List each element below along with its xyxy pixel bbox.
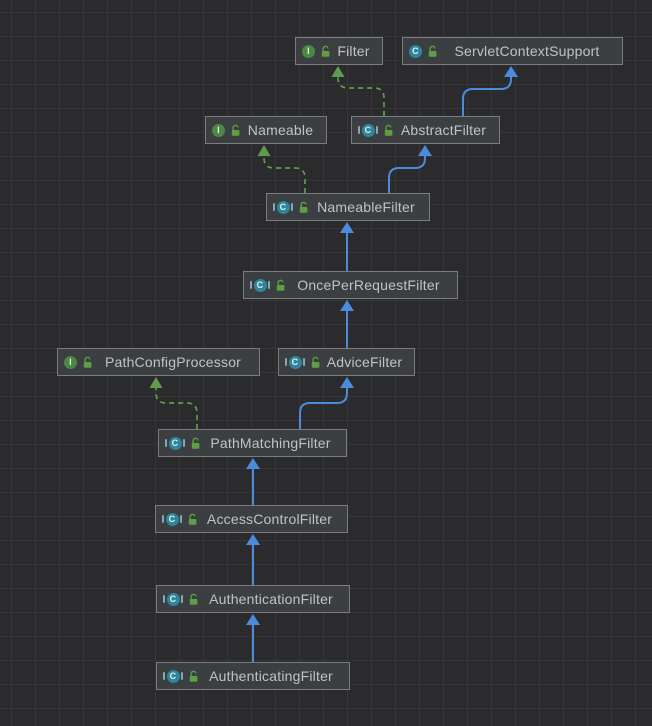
extends-arrowhead-icon [340, 222, 354, 233]
edge-authentication-filter-to-access-control-filter-extends [246, 534, 260, 585]
type-letter: I [302, 44, 315, 58]
class-name-label: PathConfigProcessor [104, 354, 242, 370]
edge-nameable-filter-to-abstract-filter-extends [388, 145, 432, 193]
public-lock-icon [384, 124, 393, 136]
class-name-label: NameableFilter [317, 199, 415, 215]
abstract-class-icon: C [165, 436, 185, 450]
public-lock-icon [188, 513, 197, 525]
abstract-bar-left [273, 203, 275, 211]
abstract-class-icon: C [250, 278, 270, 292]
public-lock-icon [321, 45, 330, 57]
extends-arrowhead-icon [246, 534, 260, 545]
abstract-bar-right [181, 672, 183, 680]
class-name-label: ServletContextSupport [454, 43, 600, 59]
class-node-nameable-filter[interactable]: C NameableFilter [266, 193, 430, 221]
type-letter: C [166, 669, 180, 683]
class-node-path-matching-filter[interactable]: C PathMatchingFilter [158, 429, 347, 457]
extends-arrowhead-icon [418, 145, 432, 156]
class-node-servlet-context-support[interactable]: C ServletContextSupport [402, 37, 623, 65]
class-name-label: AuthenticationFilter [209, 591, 333, 607]
class-node-access-control-filter[interactable]: C AccessControlFilter [155, 505, 348, 533]
class-name-label: AccessControlFilter [206, 511, 333, 527]
public-lock-icon [299, 201, 308, 213]
edge-advice-filter-to-once-per-request-filter-extends [340, 300, 354, 348]
implements-arrowhead-icon [331, 66, 345, 77]
public-lock-icon [311, 356, 320, 368]
class-node-filter[interactable]: I Filter [295, 37, 383, 65]
abstract-bar-left [285, 358, 287, 366]
extends-arrowhead-icon [340, 300, 354, 311]
class-node-authentication-filter[interactable]: C AuthenticationFilter [156, 585, 350, 613]
edge-authenticating-filter-to-authentication-filter-extends [246, 614, 260, 662]
abstract-bar-right [268, 281, 270, 289]
type-letter: I [212, 123, 225, 137]
class-name-label: Nameable [247, 122, 314, 138]
type-letter: C [165, 512, 179, 526]
public-lock-icon [231, 124, 240, 136]
extends-arrowhead-icon [504, 66, 518, 77]
class-icon: C [409, 44, 422, 58]
abstract-bar-right [291, 203, 293, 211]
implements-arrowhead-icon [149, 377, 163, 388]
class-node-authenticating-filter[interactable]: C AuthenticatingFilter [156, 662, 350, 690]
type-letter: C [288, 355, 302, 369]
edge-once-per-request-filter-to-nameable-filter-extends [340, 222, 354, 271]
edge-abstract-filter-to-servlet-context-support-extends [462, 66, 518, 116]
class-name-label: AdviceFilter [326, 354, 403, 370]
public-lock-icon [428, 45, 437, 57]
abstract-bar-right [376, 126, 378, 134]
class-node-path-config-processor[interactable]: I PathConfigProcessor [57, 348, 260, 376]
class-node-advice-filter[interactable]: C AdviceFilter [278, 348, 415, 376]
abstract-bar-right [303, 358, 305, 366]
abstract-class-icon: C [358, 123, 378, 137]
class-name-label: Filter [337, 43, 370, 59]
abstract-class-icon: C [163, 669, 183, 683]
interface-icon: I [302, 44, 315, 58]
abstract-bar-left [163, 672, 165, 680]
edge-access-control-filter-to-path-matching-filter-extends [246, 458, 260, 505]
type-letter: I [64, 355, 77, 369]
abstract-bar-left [163, 595, 165, 603]
abstract-bar-left [250, 281, 252, 289]
abstract-class-icon: C [285, 355, 305, 369]
public-lock-icon [189, 593, 198, 605]
abstract-bar-right [181, 595, 183, 603]
type-letter: C [409, 44, 422, 58]
edge-path-matching-filter-to-path-config-processor-implements [149, 377, 198, 429]
type-letter: C [361, 123, 375, 137]
type-letter: C [168, 436, 182, 450]
public-lock-icon [191, 437, 200, 449]
extends-arrowhead-icon [246, 458, 260, 469]
abstract-class-icon: C [163, 592, 183, 606]
class-name-label: AbstractFilter [400, 122, 487, 138]
interface-icon: I [212, 123, 225, 137]
abstract-class-icon: C [162, 512, 182, 526]
type-letter: C [166, 592, 180, 606]
class-node-once-per-request-filter[interactable]: C OncePerRequestFilter [243, 271, 458, 299]
edge-nameable-filter-to-nameable-implements [257, 145, 306, 193]
public-lock-icon [83, 356, 92, 368]
abstract-bar-right [183, 439, 185, 447]
class-node-abstract-filter[interactable]: C AbstractFilter [351, 116, 500, 144]
public-lock-icon [189, 670, 198, 682]
edge-abstract-filter-to-filter-implements [331, 66, 385, 116]
abstract-bar-left [165, 439, 167, 447]
class-name-label: PathMatchingFilter [210, 435, 331, 451]
class-name-label: AuthenticatingFilter [209, 668, 333, 684]
type-letter: C [276, 200, 290, 214]
class-node-nameable[interactable]: I Nameable [205, 116, 327, 144]
public-lock-icon [276, 279, 285, 291]
abstract-bar-right [180, 515, 182, 523]
abstract-class-icon: C [273, 200, 293, 214]
extends-arrowhead-icon [246, 614, 260, 625]
implements-arrowhead-icon [257, 145, 271, 156]
extends-arrowhead-icon [340, 377, 354, 388]
type-letter: C [253, 278, 267, 292]
interface-icon: I [64, 355, 77, 369]
abstract-bar-left [162, 515, 164, 523]
edge-path-matching-filter-to-advice-filter-extends [299, 377, 354, 429]
class-name-label: OncePerRequestFilter [297, 277, 440, 293]
abstract-bar-left [358, 126, 360, 134]
